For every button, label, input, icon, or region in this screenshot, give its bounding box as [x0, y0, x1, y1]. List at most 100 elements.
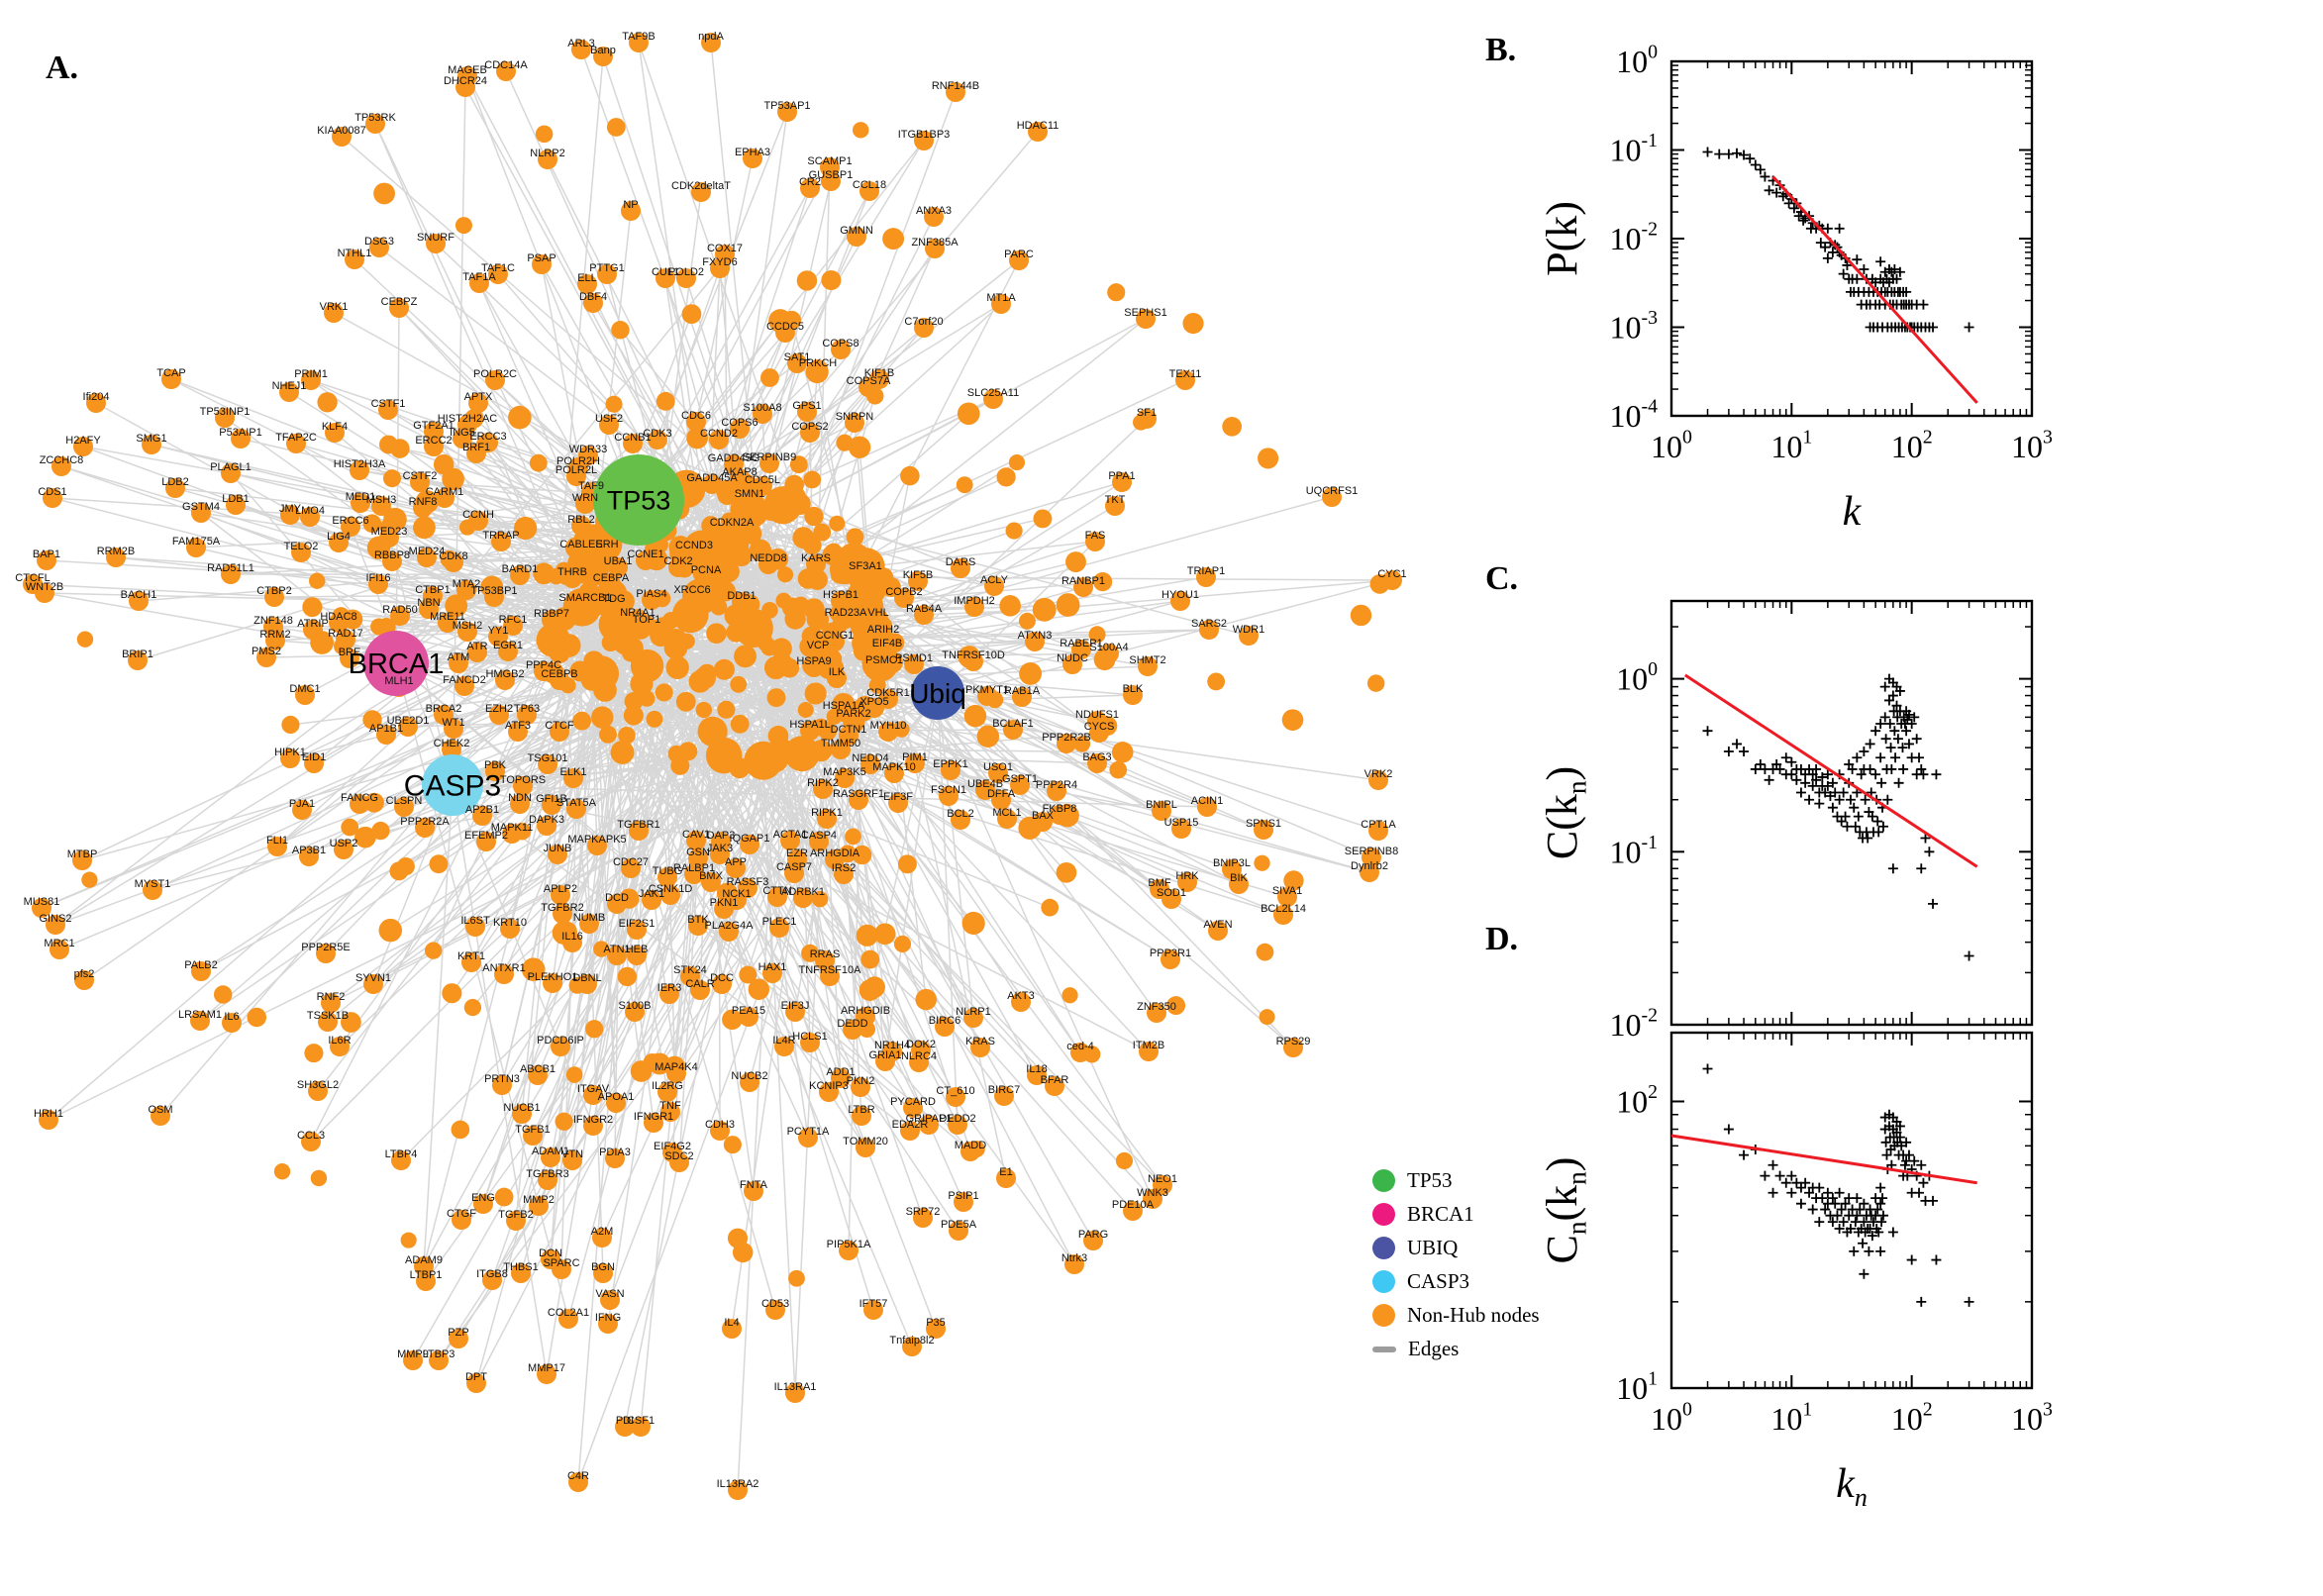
- node-label: ITGB1BP3: [898, 129, 951, 141]
- node-label: RIPK1: [811, 807, 843, 819]
- node-label: FNTA: [740, 1179, 768, 1191]
- network-node: [506, 1211, 526, 1231]
- chart-B: 100 101 102 103 100 10-1 10-2 10-3 10-4 k P(k): [1538, 42, 2053, 535]
- node-label: CEBPZ: [381, 296, 418, 308]
- node-label: CARM1: [426, 486, 464, 498]
- node-label: CSNK1D: [649, 883, 693, 895]
- node-label: GPS1: [792, 400, 821, 412]
- legend-item-edges: Edges: [1372, 1337, 1540, 1361]
- node-label: TGFB1: [515, 1124, 550, 1136]
- network-node: [1064, 1254, 1084, 1274]
- network-node: [435, 488, 454, 508]
- node-label: UQCRFS1: [1306, 485, 1359, 497]
- network-node: [740, 1072, 759, 1092]
- network-node: [668, 557, 688, 577]
- node-label: CDC14A: [484, 59, 528, 71]
- filler-nodes-layer: [76, 118, 1390, 1287]
- node-label: IL6ST: [460, 915, 490, 927]
- node-label: BTK: [687, 914, 709, 926]
- node-label: NUCB2: [731, 1070, 767, 1082]
- node-label: RAD17: [328, 628, 362, 640]
- network-node: [1123, 685, 1143, 705]
- node-label: MAPK10: [872, 761, 915, 773]
- network-node: [1199, 620, 1219, 640]
- node-label: PPP2R5E: [301, 942, 351, 953]
- node-label: MYH10: [870, 720, 907, 732]
- legend-color-dot: [1372, 1237, 1395, 1259]
- network-node: [562, 568, 582, 588]
- network-node: [856, 1007, 875, 1027]
- network-node: [488, 627, 508, 647]
- scatter-points: [1702, 673, 1974, 961]
- legend-color-dot: [1372, 1203, 1395, 1226]
- network-node: [538, 754, 557, 774]
- network-node: [817, 809, 837, 829]
- node-label: TGFBR3: [526, 1168, 568, 1180]
- network-node: [562, 1150, 582, 1170]
- node-label: PIAS4: [636, 588, 666, 600]
- network-node: [726, 858, 746, 878]
- node-label: RRM2: [259, 629, 290, 641]
- node-label: CDK5R1: [866, 687, 909, 699]
- node-label: S100A4: [1089, 642, 1128, 653]
- node-label: MT1A: [986, 292, 1016, 304]
- network-node: [292, 800, 312, 820]
- network-node: [924, 207, 944, 227]
- node-label: EIF3J: [781, 1000, 810, 1012]
- node-label: ARHGDIA: [810, 848, 860, 859]
- node-label: FXYD6: [702, 256, 737, 268]
- node-label: ERCC3: [469, 431, 506, 443]
- node-label: ZNF148: [253, 615, 293, 627]
- node-label: WDR33: [569, 444, 608, 455]
- node-label: UBE2D1: [387, 715, 430, 727]
- node-label: SNURF: [417, 232, 454, 244]
- node-label: ILK: [829, 666, 846, 678]
- node-label: ADAM9: [405, 1254, 443, 1266]
- node-label: IL6: [224, 1011, 239, 1023]
- node-label: BARD1: [502, 563, 539, 575]
- node-label: NDUFS1: [1075, 709, 1119, 721]
- legend-item-casp3: CASP3: [1372, 1269, 1540, 1294]
- node-label: IER3: [657, 982, 681, 994]
- node-label: BCL2L14: [1261, 903, 1306, 915]
- node-label: PRKCH: [799, 357, 838, 369]
- network-node: [336, 630, 355, 649]
- network-node: [991, 294, 1011, 314]
- node-label: PLA2G4A: [705, 920, 755, 932]
- network-node: [1277, 887, 1297, 907]
- node-label: WT1: [442, 717, 464, 729]
- network-node: [592, 1228, 612, 1247]
- network-node: [442, 740, 461, 759]
- node-label: UBA1: [604, 555, 633, 567]
- network-node: [780, 831, 800, 850]
- ticks: [1670, 60, 2033, 417]
- node-label: NUDC: [1057, 652, 1088, 664]
- node-label: BNIPL: [1146, 799, 1177, 811]
- node-label: CDS1: [38, 486, 66, 498]
- node-label: ERCC2: [415, 435, 452, 447]
- network-node: [845, 413, 864, 433]
- node-label: ERH: [595, 539, 618, 550]
- node-label: RRM2B: [97, 546, 136, 557]
- node-label: MED24: [409, 546, 446, 557]
- node-label: CPT1A: [1361, 819, 1396, 831]
- network-node: [426, 234, 446, 253]
- node-label: ITM2B: [1133, 1040, 1164, 1051]
- node-label: NDN: [508, 792, 532, 804]
- network-node: [1089, 723, 1109, 743]
- network-node: [604, 595, 624, 615]
- network-node: [660, 1102, 680, 1122]
- node-label: MUS81: [24, 896, 60, 908]
- network-node: [583, 1085, 603, 1105]
- node-label: DHCR24: [444, 75, 487, 87]
- network-node: [368, 574, 388, 594]
- network-node: [607, 894, 627, 914]
- network-node: [308, 1081, 328, 1101]
- network-node: [1177, 872, 1197, 892]
- network-node: [51, 456, 71, 476]
- network-node: [601, 574, 621, 594]
- node-label: EIF3F: [883, 791, 913, 803]
- network-node: [1071, 640, 1091, 659]
- network-node: [739, 1007, 758, 1027]
- network-node: [684, 542, 704, 561]
